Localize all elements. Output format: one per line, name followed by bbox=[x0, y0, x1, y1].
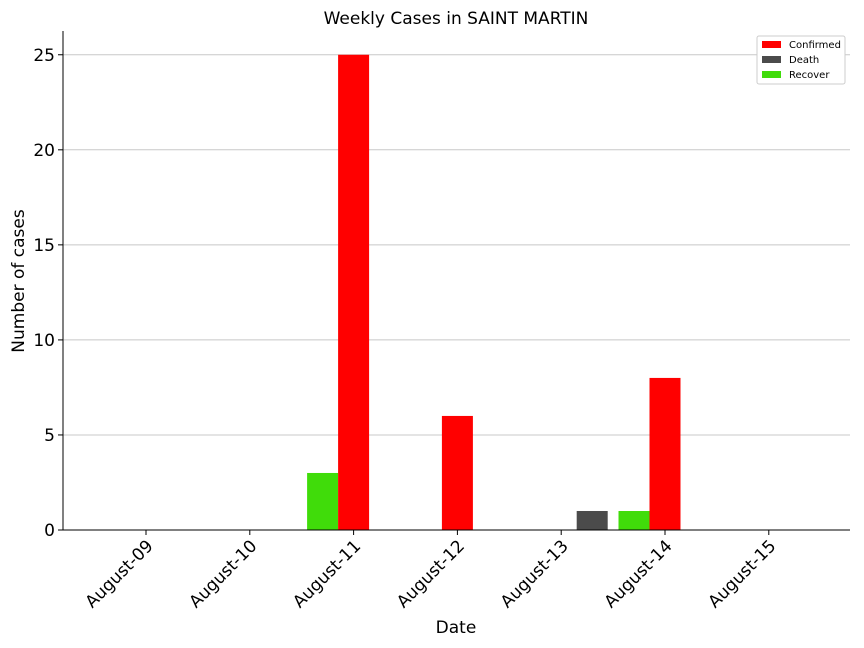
bar-recover-august-11 bbox=[307, 472, 339, 530]
x-ticks: August-09 August-10 August-11 August-12 Augu… bbox=[82, 530, 780, 612]
y-tick-label: 5 bbox=[44, 426, 55, 446]
legend: Confirmed Death Recover bbox=[756, 35, 846, 85]
legend-label-recover: Recover bbox=[789, 70, 830, 81]
bar-recover-august-14 bbox=[618, 510, 650, 530]
y-tick-label: 10 bbox=[33, 331, 55, 351]
bar-death-august-13 bbox=[576, 510, 608, 530]
bar-confirmed-august-11 bbox=[338, 54, 370, 531]
x-tick-label: August-15 bbox=[704, 536, 780, 612]
legend-label-confirmed: Confirmed bbox=[789, 40, 841, 51]
grid-lines bbox=[63, 54, 850, 436]
y-ticks: 0 5 10 15 20 25 bbox=[33, 46, 63, 541]
y-axis-label: Number of cases bbox=[9, 209, 29, 353]
y-tick-label: 15 bbox=[33, 236, 55, 256]
bar-confirmed-august-14 bbox=[649, 377, 681, 530]
legend-swatch-death bbox=[762, 56, 781, 63]
legend-label-death: Death bbox=[789, 55, 819, 66]
y-tick-label: 25 bbox=[33, 46, 55, 66]
x-axis-label: Date bbox=[436, 618, 477, 638]
y-tick-label: 0 bbox=[44, 521, 55, 541]
x-tick-label: August-10 bbox=[185, 536, 261, 612]
axes bbox=[62, 31, 850, 531]
legend-swatch-confirmed bbox=[762, 41, 781, 48]
x-tick-label: August-14 bbox=[601, 536, 677, 612]
x-tick-label: August-12 bbox=[393, 536, 469, 612]
x-tick-label: August-09 bbox=[82, 536, 158, 612]
bar-confirmed-august-12 bbox=[441, 415, 473, 530]
y-tick-label: 20 bbox=[33, 141, 55, 161]
chart-title: Weekly Cases in SAINT MARTIN bbox=[324, 9, 589, 29]
bars bbox=[307, 54, 681, 531]
x-tick-label: August-13 bbox=[497, 536, 573, 612]
x-tick-label: August-11 bbox=[289, 536, 365, 612]
legend-swatch-recover bbox=[762, 71, 781, 78]
